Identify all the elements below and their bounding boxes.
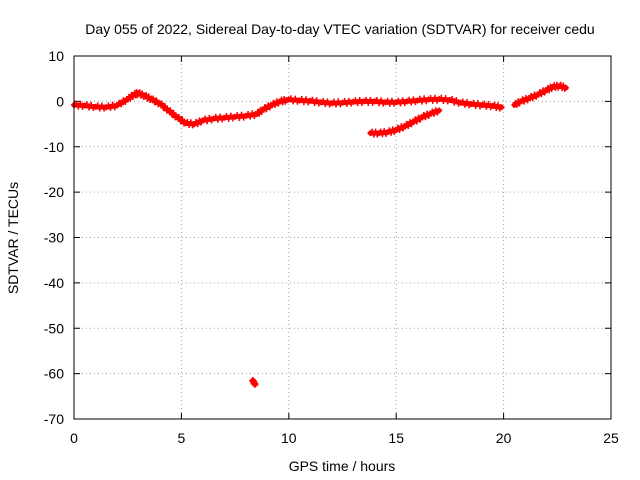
y-tick-label: -40 [44, 275, 64, 291]
data-point-interp [413, 118, 420, 125]
data-point-interp [521, 98, 528, 105]
data-point-interp [179, 116, 186, 123]
y-tick-label: -60 [44, 366, 64, 382]
grid-lines [74, 56, 611, 419]
data-point-interp [98, 102, 105, 109]
series-outlier [249, 377, 259, 388]
x-tick-label: 5 [178, 430, 186, 446]
data-point-interp [194, 121, 201, 128]
data-point-interp [378, 97, 385, 104]
data-point-interp [372, 128, 379, 135]
data-series [71, 81, 569, 388]
data-point-interp [495, 102, 502, 109]
axis-ticks: 0 5 10 15 20 25 10 0 -10 -20 -30 -40 -50 -60 -70 [44, 48, 619, 446]
data-point-interp [538, 91, 545, 98]
data-point-interp [302, 96, 309, 103]
data-point-interp [313, 97, 320, 104]
data-point-interp [442, 95, 449, 102]
data-point-interp [150, 95, 157, 102]
y-tick-label: -10 [44, 139, 64, 155]
data-point-interp [453, 97, 460, 104]
data-point-interp [187, 119, 194, 126]
y-tick-label: 10 [48, 48, 64, 64]
data-point-interp [431, 110, 438, 117]
data-point-interp [175, 113, 182, 120]
series-segment-1 [71, 89, 290, 129]
x-axis-label: GPS time / hours [289, 458, 396, 474]
data-point-interp [88, 101, 95, 108]
plot-frame [73, 55, 612, 420]
data-point [562, 84, 569, 91]
y-tick-label: -30 [44, 230, 64, 246]
data-point-interp [77, 100, 84, 107]
data-point-interp [162, 103, 169, 110]
data-point-interp [118, 101, 125, 108]
data-point-interp [422, 114, 429, 121]
data-point-interp [449, 96, 456, 103]
x-tick-label: 15 [388, 430, 404, 446]
data-point-interp [388, 129, 395, 136]
chart-title: Day 055 of 2022, Sidereal Day-to-day VTE… [85, 21, 594, 37]
data-point-interp [170, 110, 177, 117]
series-segment-2 [285, 94, 505, 112]
x-tick-label: 25 [603, 430, 619, 446]
data-point [252, 381, 259, 388]
data-point-interp [167, 107, 174, 114]
data-point-interp [158, 100, 165, 107]
data-point-interp [485, 101, 492, 108]
data-point-interp [272, 102, 279, 109]
series-segment-4 [511, 81, 569, 109]
y-axis-label: SDTVAR / TECUs [5, 182, 21, 294]
data-point-interp [396, 127, 403, 134]
x-tick-label: 0 [70, 430, 78, 446]
data-point-interp [153, 97, 160, 104]
data-point-interp [263, 106, 270, 113]
x-tick-label: 20 [496, 430, 512, 446]
y-tick-label: -20 [44, 184, 64, 200]
x-tick-label: 10 [281, 430, 297, 446]
data-point-interp [464, 99, 471, 106]
data-point [436, 107, 443, 114]
y-tick-label: 0 [56, 93, 64, 109]
data-point-interp [405, 123, 412, 130]
data-point-interp [324, 98, 331, 105]
data-point-interp [529, 95, 536, 102]
data-point-interp [474, 100, 481, 107]
y-tick-label: -70 [44, 411, 64, 427]
data-point-interp [292, 95, 299, 102]
y-tick-label: -50 [44, 320, 64, 336]
data-point [498, 104, 505, 111]
series-segment-3 [367, 107, 443, 138]
